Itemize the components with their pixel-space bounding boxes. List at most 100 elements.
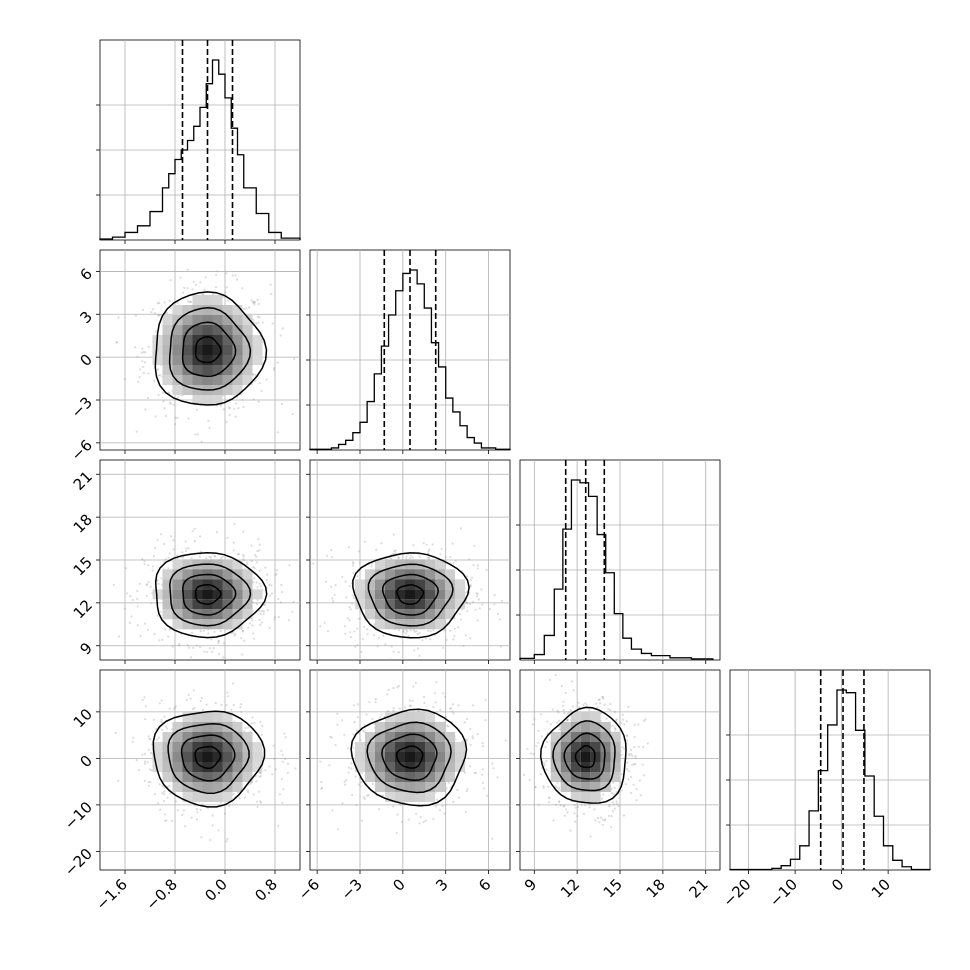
sample-point: [435, 681, 438, 684]
density-cell: [212, 609, 223, 620]
sample-point: [189, 697, 192, 700]
sample-point: [160, 533, 163, 536]
density-cell: [222, 355, 233, 365]
sample-point: [202, 629, 205, 632]
sample-point: [147, 735, 150, 738]
panel-2-2: [516, 459, 721, 664]
sample-point: [443, 812, 446, 815]
density-cell: [405, 722, 415, 732]
density-cell: [375, 569, 385, 580]
sample-point: [195, 818, 199, 821]
sample-point: [154, 415, 157, 418]
sample-point: [630, 748, 633, 752]
density-cell: [365, 732, 375, 742]
histogram-0: [99, 59, 301, 240]
sample-point: [452, 800, 455, 804]
sample-point: [258, 316, 261, 319]
contour-2: [381, 733, 438, 782]
sample-point: [277, 824, 280, 828]
sample-point: [334, 584, 337, 587]
density-cell: [212, 599, 223, 610]
sample-point: [169, 792, 172, 795]
sample-point: [471, 704, 474, 707]
sample-point: [240, 710, 243, 714]
sample-point: [353, 630, 356, 633]
sample-point: [251, 716, 254, 719]
sample-point: [336, 828, 340, 831]
density-cell: [385, 752, 395, 762]
sample-point: [620, 773, 623, 776]
sample-point: [498, 618, 501, 621]
sample-point: [473, 772, 476, 775]
sample-point: [251, 624, 254, 627]
sample-point: [136, 355, 139, 358]
sample-point: [563, 805, 566, 808]
sample-point: [607, 814, 611, 818]
sample-point: [161, 728, 164, 731]
sample-point: [246, 561, 249, 564]
density-cell: [425, 732, 435, 742]
sample-point: [414, 681, 417, 685]
sample-point: [384, 643, 387, 646]
sample-point: [214, 286, 217, 289]
sample-point: [601, 823, 604, 826]
density-cell: [405, 762, 415, 772]
sample-point: [259, 771, 262, 774]
contour-1: [169, 563, 252, 627]
sample-point: [233, 407, 236, 410]
sample-point: [574, 820, 577, 823]
contour-3: [574, 744, 596, 769]
sample-point: [397, 651, 400, 654]
sample-point: [171, 819, 174, 823]
density-cell: [212, 335, 223, 345]
sample-point: [286, 771, 289, 775]
contour-2: [181, 321, 237, 378]
density-cell: [192, 609, 203, 620]
density-cell: [222, 752, 233, 762]
density-cell: [162, 609, 173, 620]
sample-point: [257, 321, 260, 324]
sample-point: [418, 632, 421, 635]
sample-point: [147, 345, 150, 348]
sample-point: [278, 793, 281, 796]
sample-point: [375, 666, 377, 668]
sample-point: [269, 594, 272, 597]
sample-point: [273, 757, 276, 760]
sample-point: [499, 645, 503, 648]
sample-point: [617, 804, 620, 808]
density-cell: [192, 589, 203, 600]
sample-point: [576, 805, 580, 809]
sample-point: [481, 603, 484, 606]
sample-point: [214, 702, 217, 705]
sample-point: [276, 431, 279, 434]
sample-point: [643, 774, 646, 777]
sample-point: [641, 763, 644, 766]
sample-point: [323, 621, 326, 624]
sample-point: [417, 710, 420, 713]
density-cell: [162, 579, 173, 590]
histogram-3: [729, 689, 931, 871]
sample-point: [258, 543, 261, 546]
sample-point: [260, 733, 263, 737]
sample-point: [377, 636, 380, 640]
density-cell: [375, 579, 385, 590]
sample-point: [190, 656, 193, 659]
density-cell: [580, 792, 591, 802]
y-tick-label: 21: [70, 468, 96, 494]
sample-point: [637, 745, 641, 748]
sample-point: [174, 416, 177, 419]
density-cell: [182, 792, 193, 802]
sample-point: [571, 680, 574, 683]
density-cell: [202, 762, 213, 772]
sample-point: [596, 706, 599, 709]
density-cell: [252, 345, 263, 355]
sample-point: [562, 805, 565, 808]
density-cell: [600, 742, 611, 752]
density-cell: [435, 619, 445, 630]
sample-point: [350, 762, 353, 765]
sample-point: [376, 645, 379, 648]
sample-point: [620, 789, 624, 792]
sample-point: [164, 661, 166, 663]
sample-point: [176, 416, 179, 419]
